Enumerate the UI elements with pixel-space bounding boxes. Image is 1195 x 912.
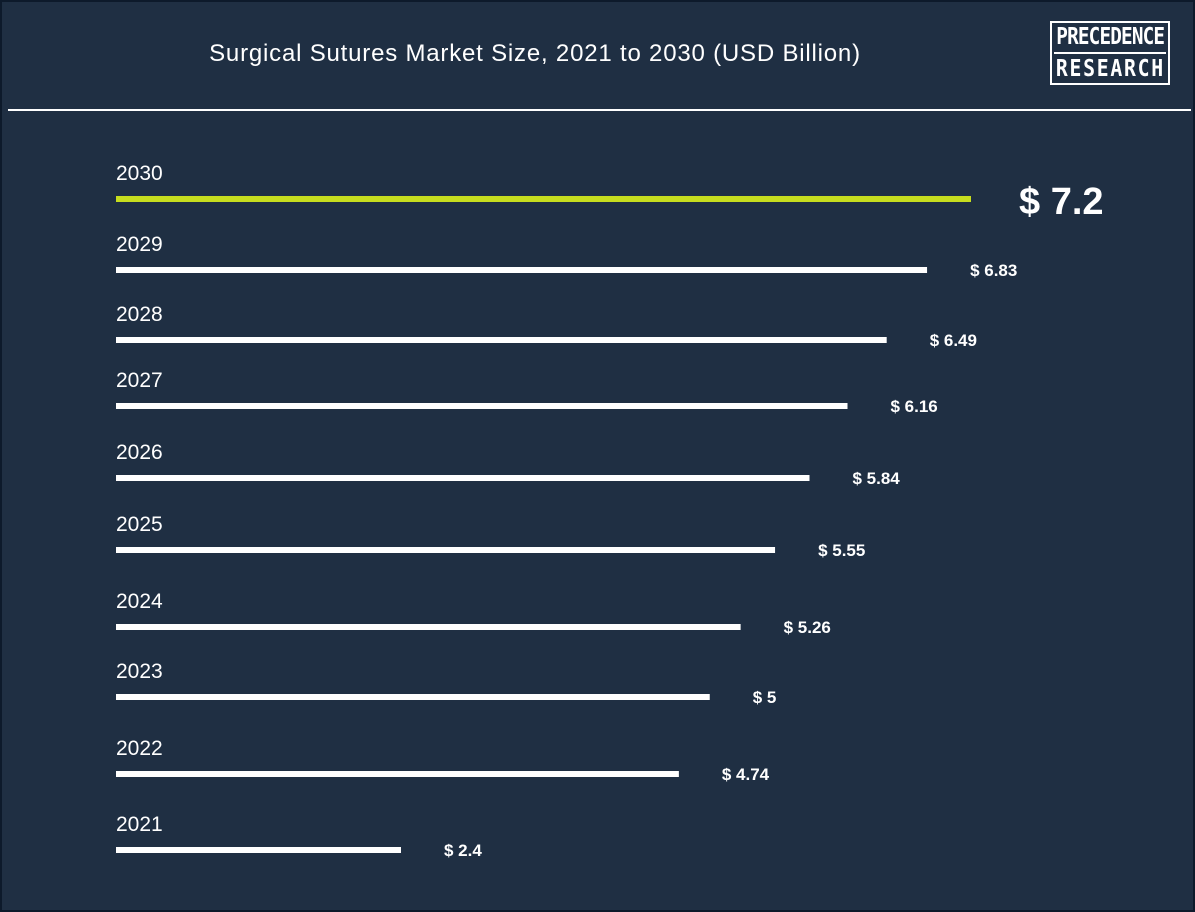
bar-2030 xyxy=(116,196,971,202)
year-label-2025: 2025 xyxy=(116,513,163,536)
bar-2026 xyxy=(116,475,810,481)
bar-2021 xyxy=(116,847,401,853)
logo-line-1: PRECEDENCE xyxy=(1056,23,1165,50)
bar-2029 xyxy=(116,267,928,273)
logo-line-2: RESEARCH xyxy=(1055,55,1165,82)
chart-title: Surgical Sutures Market Size, 2021 to 20… xyxy=(209,40,861,67)
bar-2028 xyxy=(116,337,887,343)
bar-2025 xyxy=(116,547,776,553)
year-label-2024: 2024 xyxy=(116,590,163,613)
value-label-2026: $ 5.84 xyxy=(853,469,901,488)
value-label-2023: $ 5 xyxy=(753,688,777,707)
year-label-2022: 2022 xyxy=(116,737,163,760)
header-divider xyxy=(8,109,1191,111)
bar-2027 xyxy=(116,403,848,409)
year-label-2026: 2026 xyxy=(116,441,163,464)
value-label-2027: $ 6.16 xyxy=(891,397,938,416)
year-label-2027: 2027 xyxy=(116,369,163,392)
bar-2023 xyxy=(116,694,710,700)
value-label-2021: $ 2.4 xyxy=(444,841,482,860)
year-label-2021: 2021 xyxy=(116,813,163,836)
bar-2022 xyxy=(116,771,679,777)
year-label-2028: 2028 xyxy=(116,303,163,326)
value-label-2024: $ 5.26 xyxy=(784,618,831,637)
year-label-2029: 2029 xyxy=(116,233,163,256)
value-label-2029: $ 6.83 xyxy=(970,261,1017,280)
year-label-2030: 2030 xyxy=(116,162,163,185)
precedence-research-logo: PRECEDENCE RESEARCH xyxy=(1050,21,1170,85)
value-label-2028: $ 6.49 xyxy=(930,331,977,350)
logo-rule xyxy=(1054,51,1166,54)
value-label-2025: $ 5.55 xyxy=(818,541,865,560)
bar-2024 xyxy=(116,624,741,630)
year-label-2023: 2023 xyxy=(116,660,163,683)
value-label-2022: $ 4.74 xyxy=(722,765,770,784)
value-label-2030: $ 7.2 xyxy=(1019,181,1104,223)
